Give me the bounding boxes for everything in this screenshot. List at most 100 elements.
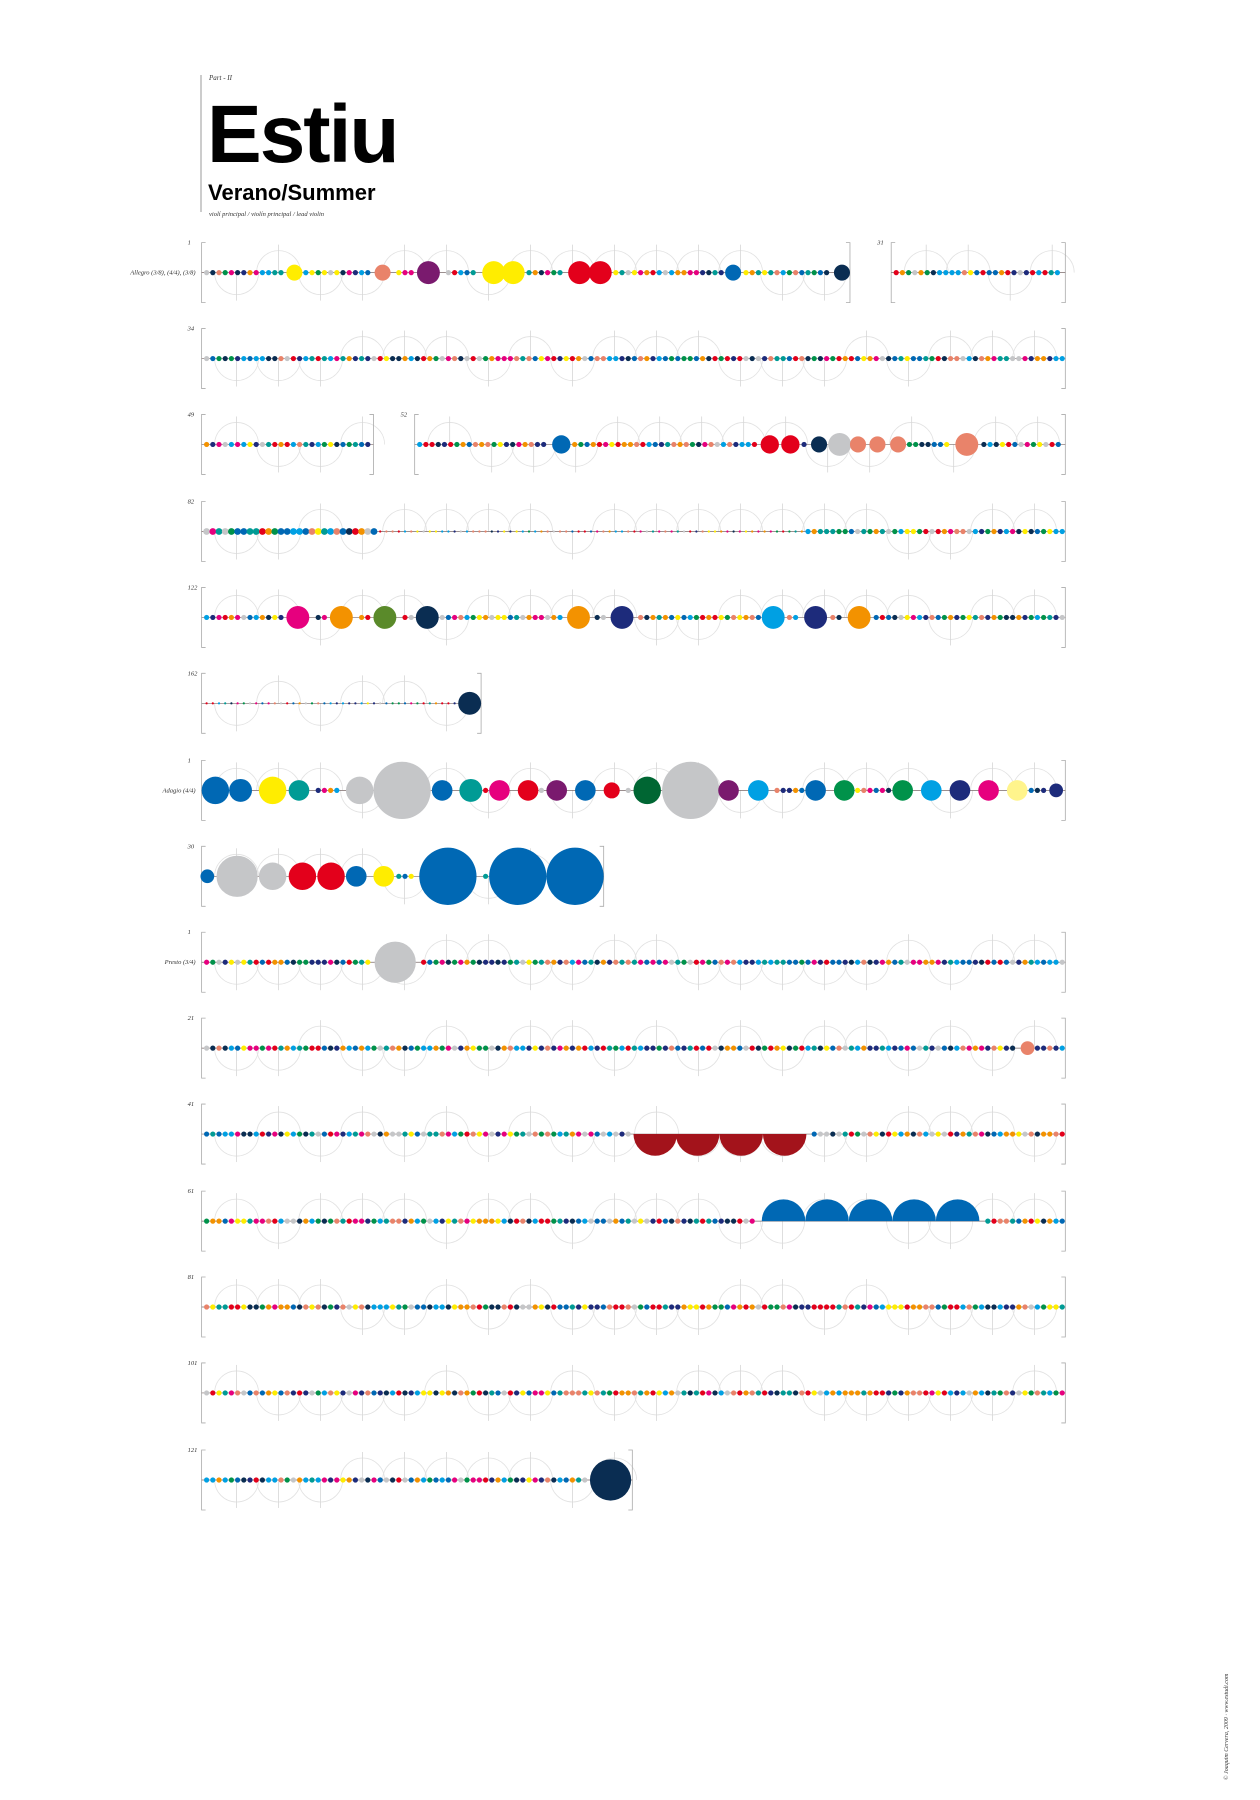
note-dot (472, 441, 479, 448)
note-dot (439, 614, 445, 621)
note-dot (476, 959, 483, 965)
note-dot (284, 1304, 290, 1310)
note-dot (352, 441, 359, 448)
measure-number: 122 (188, 584, 199, 591)
note-dot (377, 1304, 383, 1310)
note-dot (563, 959, 569, 965)
note-dot (483, 787, 489, 793)
note-dot (600, 614, 607, 621)
note-dot (390, 1477, 396, 1483)
note-dot (458, 1218, 464, 1224)
note-circle (216, 855, 258, 897)
note-dot (284, 1390, 290, 1396)
note-dot (708, 441, 714, 448)
note-dot (873, 1131, 879, 1137)
note-dot (545, 614, 551, 621)
note-dot (321, 1477, 328, 1483)
note-dot (476, 1131, 483, 1137)
note-dot (830, 959, 836, 965)
note-dot (966, 959, 972, 965)
note-dot (991, 1390, 997, 1396)
note-dot (1003, 614, 1010, 621)
note-dot (609, 441, 615, 448)
note-dot (428, 530, 431, 533)
note-dot (346, 1131, 352, 1137)
note-dot (476, 614, 483, 621)
note-dot (763, 530, 766, 533)
note-dot (379, 702, 382, 705)
note-dot (817, 355, 824, 362)
note-dot (1022, 355, 1028, 362)
note-dot (842, 355, 848, 362)
note-dot (793, 614, 799, 621)
note-dot (235, 614, 241, 621)
note-dot (278, 441, 284, 448)
note-dot (235, 441, 241, 448)
note-dot (644, 1218, 650, 1224)
note-dot (545, 1477, 551, 1483)
note-dot (718, 614, 724, 621)
note-dot (1010, 1131, 1016, 1137)
note-dot (638, 1218, 644, 1224)
note-dot (948, 1304, 954, 1310)
note-dot (526, 355, 532, 362)
note-dot (483, 614, 489, 621)
note-dot (1024, 441, 1030, 448)
note-dot (204, 441, 210, 448)
note-dot (346, 1477, 352, 1483)
note-dot (948, 1131, 954, 1137)
note-dot (458, 1390, 464, 1396)
note-dot (439, 1477, 445, 1483)
note-dot (1054, 270, 1060, 276)
note-dot (365, 1477, 371, 1483)
note-dot (421, 1131, 427, 1137)
note-dot (836, 1304, 842, 1310)
note-dot (297, 441, 303, 448)
note-dot (359, 1390, 365, 1396)
note-dot (706, 1390, 712, 1396)
note-dot (247, 1131, 253, 1137)
note-dot (830, 1045, 836, 1051)
note-dot (718, 1218, 724, 1224)
note-dot (861, 1045, 867, 1051)
note-circle (286, 264, 303, 281)
note-dot (290, 1304, 297, 1310)
note-dot (892, 1131, 898, 1137)
instrument: violí principal / violín principal / lea… (209, 211, 324, 218)
note-dot (855, 959, 861, 965)
note-dot (638, 1304, 644, 1310)
note-dot (303, 270, 309, 276)
note-dot (278, 959, 284, 965)
note-dot (967, 270, 974, 276)
note-dot (985, 614, 991, 621)
note-dot (495, 1304, 501, 1310)
note-dot (682, 530, 686, 533)
note-dot (557, 1390, 563, 1396)
note-dot (520, 355, 526, 362)
note-dot (948, 1045, 954, 1051)
note-dot (421, 1390, 427, 1396)
note-dot (371, 1304, 377, 1310)
note-dot (582, 1045, 588, 1051)
note-dot (712, 1390, 718, 1396)
note-dot (830, 528, 836, 535)
note-dot (402, 1477, 408, 1483)
note-dot (472, 530, 475, 533)
note-dot (396, 1131, 402, 1137)
note-dot (923, 1131, 929, 1137)
note-circle (892, 780, 913, 801)
note-dot (235, 959, 241, 965)
note-dot (665, 441, 671, 448)
note-dot (485, 441, 491, 448)
note-dot (1010, 1390, 1016, 1396)
note-dot (315, 355, 321, 362)
note-dot (762, 959, 768, 965)
note-dot (222, 270, 228, 276)
note-dot (545, 1045, 551, 1051)
note-dot (526, 270, 532, 276)
note-dot (929, 614, 935, 621)
note-dot (658, 530, 661, 533)
note-dot (340, 1045, 346, 1051)
note-dot (749, 270, 755, 276)
measure-number: 162 (188, 670, 199, 677)
